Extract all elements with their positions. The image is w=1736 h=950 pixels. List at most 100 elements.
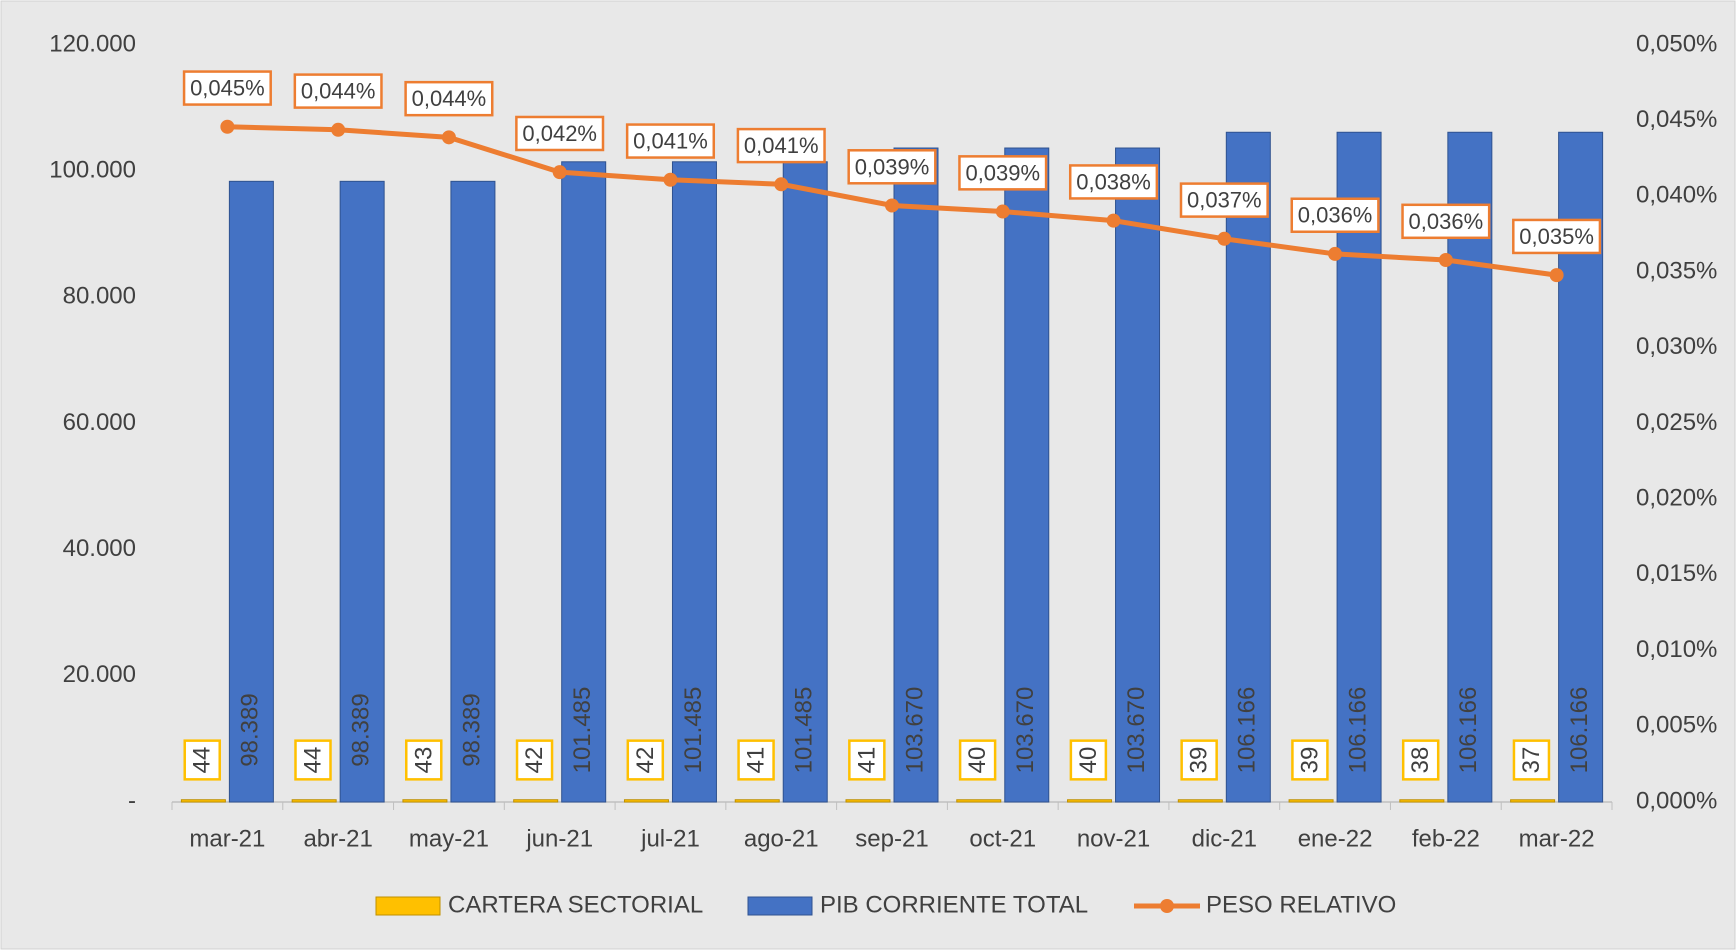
label-box bbox=[848, 739, 886, 781]
data-label: 44 bbox=[299, 747, 326, 774]
x-tick-label: jun-21 bbox=[525, 825, 593, 852]
data-label: 103.670 bbox=[1012, 687, 1039, 774]
bar bbox=[1447, 131, 1493, 803]
label-box bbox=[182, 70, 272, 106]
y2-tick-label: 0,010% bbox=[1636, 636, 1717, 663]
data-label: 39 bbox=[1186, 747, 1213, 774]
x-tick-label: abr-21 bbox=[303, 825, 372, 852]
legend-label: CARTERA SECTORIAL bbox=[448, 891, 703, 918]
bar bbox=[561, 161, 607, 803]
data-label: 40 bbox=[1075, 747, 1102, 774]
data-label: 0,042% bbox=[522, 121, 597, 146]
y2-tick-label: 0,045% bbox=[1636, 106, 1717, 133]
label-box bbox=[625, 123, 716, 159]
legend-swatch bbox=[375, 896, 441, 916]
bar bbox=[1067, 799, 1113, 803]
data-label: 0,039% bbox=[855, 154, 930, 179]
marker bbox=[885, 198, 899, 213]
bar bbox=[450, 180, 496, 803]
bar bbox=[893, 147, 939, 803]
label-box bbox=[1512, 739, 1551, 781]
y-tick-label: 80.000 bbox=[63, 283, 136, 310]
bar bbox=[845, 799, 891, 803]
data-label: 44 bbox=[189, 747, 216, 774]
data-label: 103.670 bbox=[1123, 687, 1150, 774]
data-label: 0,036% bbox=[1298, 203, 1373, 228]
bar bbox=[1510, 799, 1556, 803]
data-label: 0,037% bbox=[1187, 188, 1262, 213]
marker bbox=[441, 130, 456, 145]
y-tick-label: - bbox=[128, 787, 136, 814]
x-tick-label: feb-22 bbox=[1412, 825, 1480, 852]
data-label: 0,038% bbox=[1076, 169, 1151, 194]
data-label: 0,035% bbox=[1519, 224, 1594, 249]
label-box bbox=[515, 115, 605, 152]
x-tick-label: may-21 bbox=[409, 825, 489, 852]
label-box bbox=[958, 155, 1048, 191]
bar bbox=[1399, 799, 1445, 803]
marker bbox=[774, 177, 789, 192]
x-tick-label: mar-22 bbox=[1519, 825, 1595, 852]
marker bbox=[1106, 213, 1121, 228]
x-tick-label: nov-21 bbox=[1077, 825, 1150, 852]
label-box bbox=[626, 739, 665, 781]
x-tick-label: sep-21 bbox=[855, 825, 928, 852]
legend-label: PIB CORRIENTE TOTAL bbox=[820, 891, 1088, 918]
data-label: 98.389 bbox=[347, 693, 374, 766]
marker bbox=[1328, 246, 1343, 261]
bar bbox=[402, 799, 448, 803]
bar bbox=[734, 799, 780, 803]
bar bbox=[1336, 131, 1382, 803]
bar bbox=[513, 799, 559, 803]
data-label: 0,039% bbox=[965, 160, 1040, 185]
data-label: 98.389 bbox=[458, 693, 485, 766]
y-tick-label: 60.000 bbox=[63, 409, 136, 436]
data-label: 41 bbox=[743, 747, 770, 774]
data-label: 0,041% bbox=[744, 133, 819, 158]
marker bbox=[331, 122, 346, 137]
bar bbox=[1177, 799, 1223, 803]
x-tick-label: ago-21 bbox=[744, 825, 819, 852]
x-tick-label: ene-22 bbox=[1298, 825, 1373, 852]
x-tick-label: mar-21 bbox=[189, 825, 265, 852]
y2-tick-label: 0,025% bbox=[1636, 409, 1717, 436]
label-box bbox=[1401, 739, 1440, 781]
data-label: 101.485 bbox=[680, 687, 707, 774]
label-box bbox=[515, 739, 554, 781]
data-label: 101.485 bbox=[569, 687, 596, 774]
data-label: 106.166 bbox=[1455, 687, 1482, 774]
label-box bbox=[1068, 164, 1159, 200]
bar bbox=[228, 180, 274, 803]
marker bbox=[220, 119, 235, 134]
label-box bbox=[294, 739, 332, 781]
label-box bbox=[404, 80, 494, 117]
bar bbox=[671, 161, 717, 803]
label-box bbox=[293, 73, 383, 109]
y-tick-label: 40.000 bbox=[63, 535, 136, 562]
label-box bbox=[1180, 739, 1218, 781]
data-label: 38 bbox=[1407, 747, 1434, 774]
bar bbox=[339, 180, 385, 803]
data-label: 106.166 bbox=[1566, 687, 1593, 774]
bar bbox=[956, 799, 1002, 803]
y2-tick-label: 0,015% bbox=[1636, 560, 1717, 587]
marker bbox=[552, 165, 567, 180]
data-label: 39 bbox=[1296, 747, 1323, 774]
data-label: 42 bbox=[521, 747, 548, 774]
marker bbox=[1438, 252, 1453, 267]
label-box bbox=[736, 127, 826, 164]
data-label: 41 bbox=[853, 747, 880, 774]
data-label: 0,041% bbox=[633, 129, 708, 154]
y2-tick-label: 0,000% bbox=[1636, 787, 1717, 814]
label-box bbox=[405, 739, 443, 781]
label-box bbox=[1291, 739, 1329, 781]
x-tick-label: dic-21 bbox=[1192, 825, 1257, 852]
x-tick-label: oct-21 bbox=[969, 825, 1036, 852]
y-tick-label: 120.000 bbox=[49, 30, 136, 57]
x-tick-label: jul-21 bbox=[640, 825, 700, 852]
data-label: 40 bbox=[964, 747, 991, 774]
marker bbox=[995, 204, 1010, 219]
bar bbox=[180, 799, 226, 803]
marker bbox=[1549, 268, 1564, 283]
